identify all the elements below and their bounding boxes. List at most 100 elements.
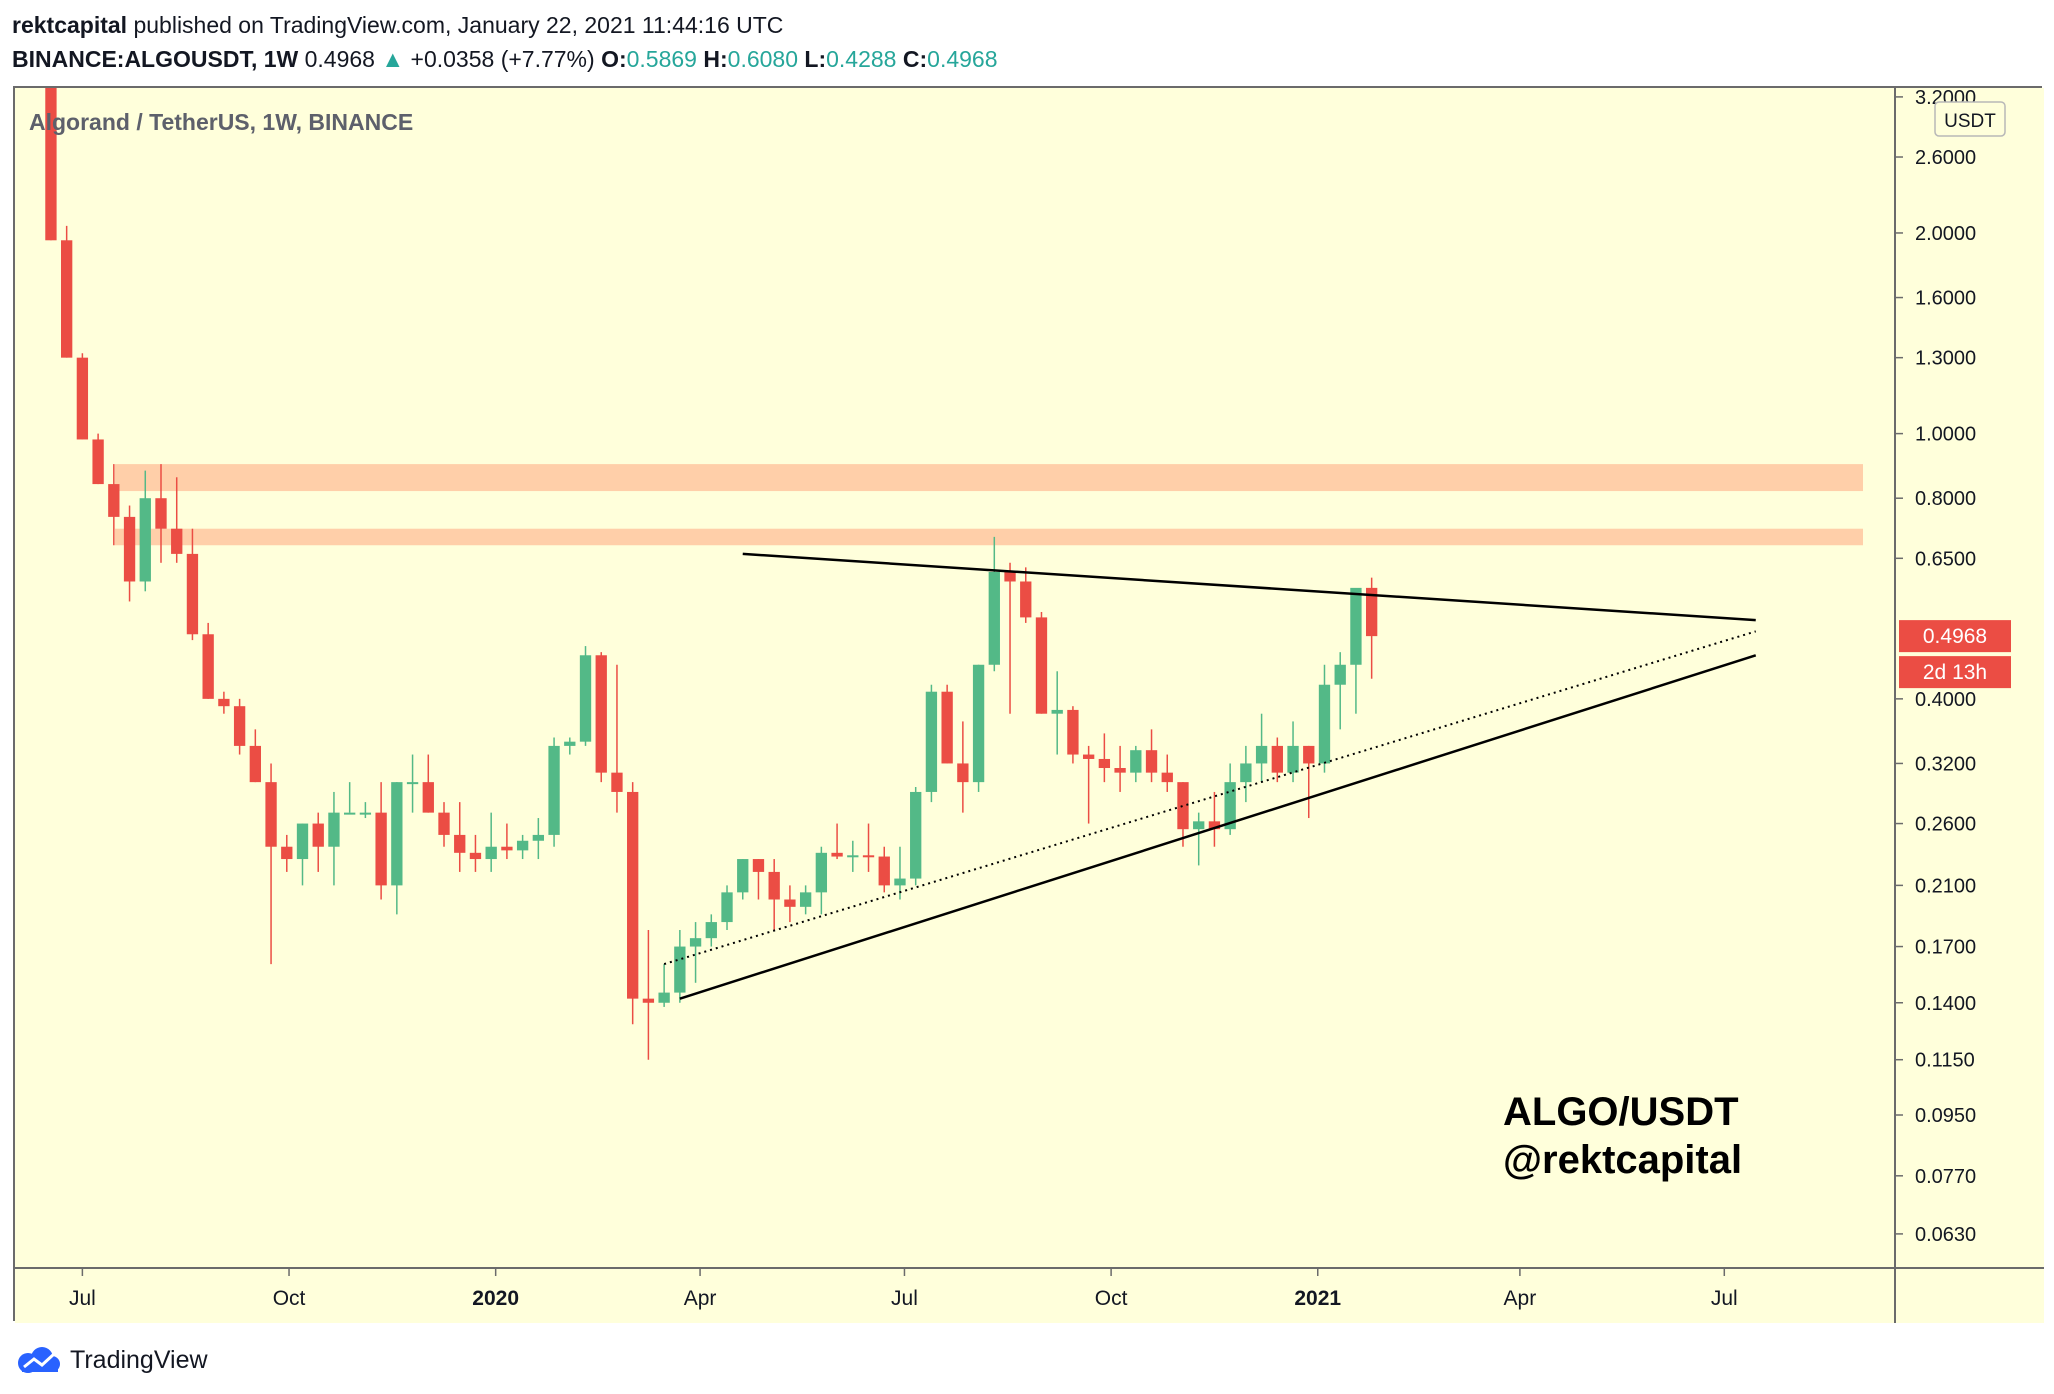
x-tick-label: Oct [273,1287,306,1310]
candle-body [1082,754,1095,759]
close-label: C: [902,46,928,72]
candle-body [139,498,151,582]
resistance-zone [115,464,1863,492]
y-tick-label: 0.2100 [1915,875,1976,897]
annotation-pair: ALGO/USDT [1503,1090,1739,1134]
candle-body [642,998,655,1003]
candle-body [1208,821,1221,830]
candle-body [1271,745,1283,773]
x-tick-label: Oct [1095,1287,1128,1310]
candle [768,859,780,931]
y-tick-label: 1.0000 [1915,424,1976,446]
x-tick-label: Jul [1711,1287,1738,1310]
candle [202,622,214,699]
candle-body [737,859,749,893]
candle [1208,791,1221,847]
currency-badge[interactable]: USDT [1934,101,2006,137]
candle [642,930,655,1060]
candle [516,834,529,860]
chart-frame[interactable]: 3.2000 2.6000 2.0000 1.6000 1.3000 1.0000 0.80… [13,86,2044,1323]
candle-body [941,691,953,764]
candle [375,782,387,900]
candle [752,859,765,900]
y-tick-label: 0.0630 [1915,1224,1976,1246]
candle-body [925,691,938,792]
candle [1067,706,1079,764]
price-change: +0.0358 (+7.77%) [410,46,595,72]
x-tick-label: 2021 [1294,1287,1341,1310]
candle [862,823,875,872]
candle-body [1350,587,1362,665]
candle-body [344,812,356,815]
candle [233,698,246,755]
tradingview-logo-icon[interactable] [14,1345,62,1375]
candle [674,930,686,1003]
author-name[interactable]: rektcapital [12,12,128,38]
candle-body [123,516,136,582]
candle-body [155,498,167,529]
y-tick-label: 0.2600 [1915,814,1976,836]
candlestick-chart[interactable]: 3.20002.60002.00001.60001.30001.00000.80… [15,88,2044,1323]
candle-body [501,846,513,851]
candle-body [328,812,340,847]
candle [595,652,607,783]
candle [532,818,545,860]
candle-body [469,852,482,860]
candle [1130,745,1142,783]
chart-background [15,88,2044,1323]
candle [815,846,828,915]
candle-body [108,484,120,517]
candle [627,782,639,1025]
candle [139,470,151,592]
chart-title: Algorand / TetherUS, 1W, BINANCE [29,109,413,135]
candle-body [627,791,639,999]
candle [988,536,1000,672]
candle-body [454,834,466,853]
candle [45,88,57,241]
candle [422,754,434,813]
candle [76,353,89,440]
candle-body [516,840,529,851]
candle [1035,611,1048,714]
candle-body [957,763,969,783]
close-value: 0.4968 [927,46,998,72]
candle-body [847,855,859,858]
candle-body [485,846,497,860]
candle-body [579,655,592,742]
y-tick-label: 0.1400 [1915,993,1976,1015]
candle-body [564,741,576,746]
candle-body [674,946,686,993]
candle-body [1255,745,1268,764]
candle [894,846,906,900]
candle [847,840,859,872]
candle [925,684,938,803]
candle [1240,745,1252,803]
candle-body [312,823,324,847]
x-tick-label: Apr [1504,1287,1537,1310]
candle [1004,562,1016,714]
candle [721,885,733,931]
candle-body [1145,750,1158,773]
candle-body [1020,581,1032,618]
candle [689,922,702,983]
candle-body [910,791,922,879]
published-text: published on TradingView.com, January 22… [133,12,784,38]
candle [1255,713,1268,783]
candle-body [705,922,717,939]
candle-body [202,634,214,699]
candle [281,834,293,872]
candle-body [1130,750,1142,773]
countdown-label: 2d 13h [1899,656,2011,689]
candle [438,802,450,847]
candle [737,859,749,900]
last-price: 0.4968 [304,46,375,72]
trendline [742,552,1756,622]
footer-brand[interactable]: TradingView [70,1345,208,1374]
candle-body [752,859,765,872]
y-tick-label: 0.6500 [1915,548,1976,570]
publish-line: rektcapital published on TradingView.com… [12,8,998,42]
candle [705,914,717,947]
candle [611,664,623,813]
candle-body [233,706,246,746]
candle-body [171,528,183,554]
